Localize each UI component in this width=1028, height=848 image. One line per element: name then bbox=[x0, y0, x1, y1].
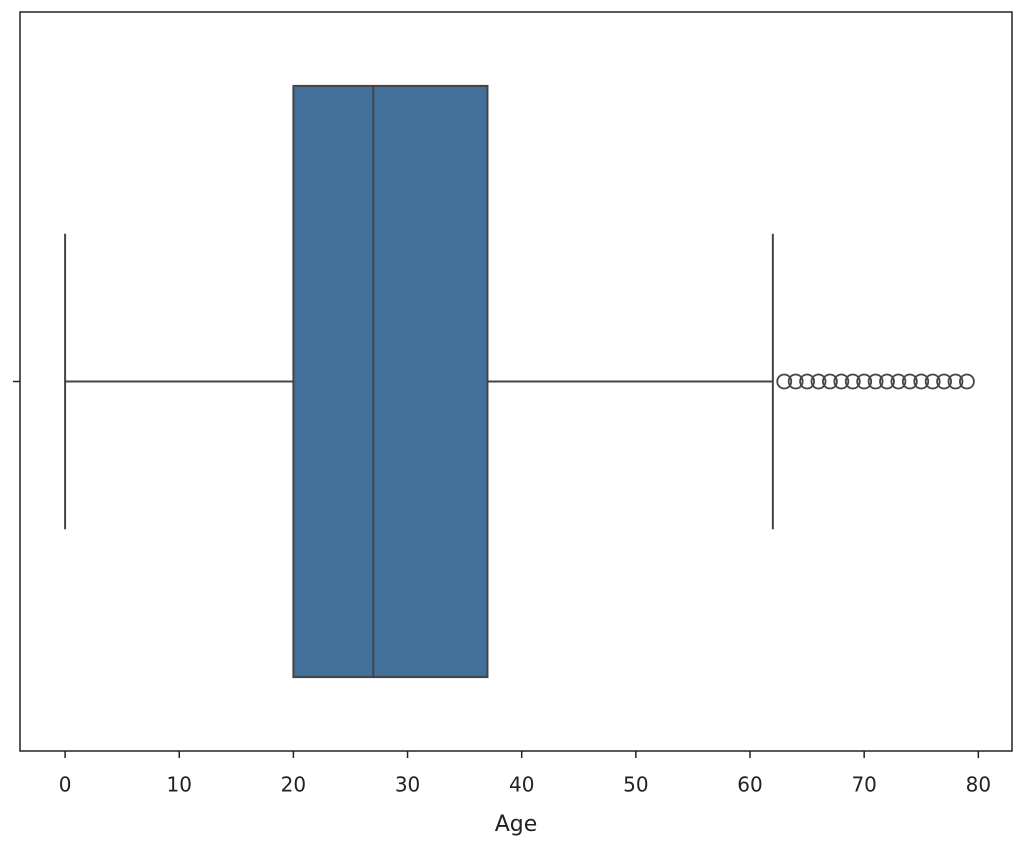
x-axis-label: Age bbox=[495, 812, 538, 837]
outlier bbox=[856, 373, 873, 390]
x-tick-label: 40 bbox=[509, 773, 534, 797]
x-tick-label: 0 bbox=[59, 773, 72, 797]
box bbox=[292, 84, 489, 679]
outlier bbox=[799, 373, 815, 390]
x-tick-label: 30 bbox=[395, 773, 420, 797]
outlier bbox=[936, 373, 952, 390]
outlier bbox=[867, 373, 884, 390]
outlier bbox=[959, 373, 975, 390]
x-tick-label: 50 bbox=[623, 773, 648, 797]
x-tick-label: 80 bbox=[966, 773, 991, 797]
outlier bbox=[947, 373, 964, 390]
outlier bbox=[913, 373, 930, 390]
outlier bbox=[776, 373, 793, 390]
outlier bbox=[833, 373, 850, 390]
x-tick-label: 60 bbox=[737, 773, 762, 797]
outlier bbox=[924, 373, 941, 390]
outlier bbox=[787, 373, 804, 390]
outlier bbox=[879, 373, 895, 390]
outlier bbox=[844, 373, 861, 390]
outlier bbox=[810, 373, 827, 390]
x-tick-label: 10 bbox=[167, 773, 192, 797]
outlier bbox=[890, 373, 907, 390]
outlier bbox=[901, 373, 918, 390]
x-tick-label: 70 bbox=[851, 773, 876, 797]
outlier bbox=[822, 373, 838, 390]
x-tick-label: 20 bbox=[281, 773, 306, 797]
